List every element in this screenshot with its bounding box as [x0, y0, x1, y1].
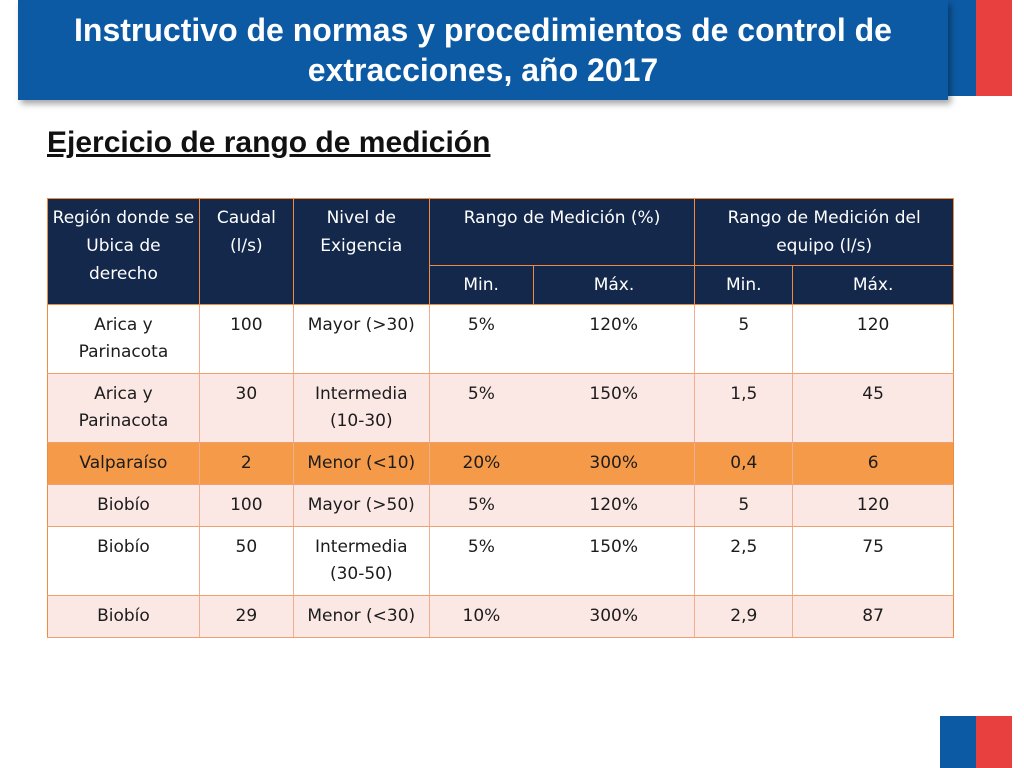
- cell-max-eq: 87: [792, 595, 954, 638]
- cell-min-eq: 1,5: [694, 373, 793, 443]
- cell-max-eq: 45: [792, 373, 954, 443]
- cell-region: Biobío: [47, 595, 200, 638]
- cell-caudal: 2: [198, 442, 294, 485]
- flag-decoration-red-top: [976, 0, 1012, 96]
- cell-region: Biobío: [47, 484, 200, 527]
- cell-min-eq: 2,9: [694, 595, 793, 638]
- header-region: Región donde se Ubica de derecho: [47, 198, 200, 305]
- cell-caudal: 100: [198, 304, 294, 374]
- cell-min-pct: 5%: [428, 373, 534, 443]
- cell-max-pct: 300%: [533, 442, 695, 485]
- header-caudal: Caudal (l/s): [198, 198, 294, 305]
- table-row: Biobío 100 Mayor (>50) 5% 120% 5 120: [47, 484, 954, 527]
- cell-nivel: Mayor (>30): [292, 304, 430, 374]
- table-subheader-row: Min. Máx. Min. Máx.: [48, 265, 954, 305]
- cell-nivel: Menor (<10): [292, 442, 430, 485]
- cell-max-pct: 150%: [533, 373, 695, 443]
- flag-decoration-blue-bottom: [940, 716, 976, 768]
- cell-max-eq: 120: [792, 484, 954, 527]
- cell-nivel: Mayor (>50): [292, 484, 430, 527]
- table-row: Arica y Parinacota 30 Intermedia (10-30)…: [47, 373, 954, 443]
- header-rango-equipo: Rango de Medición del equipo (l/s): [694, 198, 954, 266]
- table-header-row: Región donde se Ubica de derecho Caudal …: [47, 198, 954, 305]
- cell-nivel: Intermedia (10-30): [292, 373, 430, 443]
- cell-min-eq: 5: [694, 484, 793, 527]
- measurement-range-table: Región donde se Ubica de derecho Caudal …: [47, 198, 954, 638]
- cell-region: Biobío: [47, 526, 200, 596]
- cell-caudal: 29: [198, 595, 294, 638]
- cell-min-pct: 5%: [428, 484, 534, 527]
- cell-caudal: 50: [198, 526, 294, 596]
- table-row: Biobío 29 Menor (<30) 10% 300% 2,9 87: [47, 595, 954, 638]
- cell-min-eq: 0,4: [694, 442, 793, 485]
- header-nivel: Nivel de Exigencia: [292, 198, 430, 305]
- cell-caudal: 30: [198, 373, 294, 443]
- cell-min-pct: 5%: [428, 526, 534, 596]
- flag-decoration-red-bottom: [976, 716, 1012, 768]
- cell-min-pct: 5%: [428, 304, 534, 374]
- cell-region: Arica y Parinacota: [47, 304, 200, 374]
- table-row-highlighted: Valparaíso 2 Menor (<10) 20% 300% 0,4 6: [47, 442, 954, 485]
- header-min-eq: Min.: [694, 265, 794, 305]
- cell-min-pct: 20%: [428, 442, 534, 485]
- cell-max-pct: 300%: [533, 595, 695, 638]
- table-row: Arica y Parinacota 100 Mayor (>30) 5% 12…: [47, 304, 954, 374]
- header-max-pct: Máx.: [532, 265, 696, 305]
- slide-subtitle: Ejercicio de rango de medición: [47, 126, 491, 159]
- header-min-pct: Min.: [428, 265, 534, 305]
- header-rango-pct: Rango de Medición (%): [428, 198, 696, 266]
- cell-min-eq: 5: [694, 304, 793, 374]
- cell-max-eq: 120: [792, 304, 954, 374]
- cell-nivel: Menor (<30): [292, 595, 430, 638]
- cell-min-eq: 2,5: [694, 526, 793, 596]
- cell-max-pct: 120%: [533, 304, 695, 374]
- slide-title: Instructivo de normas y procedimientos d…: [74, 12, 892, 88]
- cell-caudal: 100: [198, 484, 294, 527]
- cell-max-eq: 75: [792, 526, 954, 596]
- cell-region: Valparaíso: [47, 442, 200, 485]
- title-banner: Instructivo de normas y procedimientos d…: [18, 0, 948, 100]
- table-row: Biobío 50 Intermedia (30-50) 5% 150% 2,5…: [47, 526, 954, 596]
- cell-max-pct: 120%: [533, 484, 695, 527]
- cell-max-pct: 150%: [533, 526, 695, 596]
- cell-region: Arica y Parinacota: [47, 373, 200, 443]
- cell-max-eq: 6: [792, 442, 954, 485]
- cell-min-pct: 10%: [428, 595, 534, 638]
- cell-nivel: Intermedia (30-50): [292, 526, 430, 596]
- header-max-eq: Máx.: [792, 265, 954, 305]
